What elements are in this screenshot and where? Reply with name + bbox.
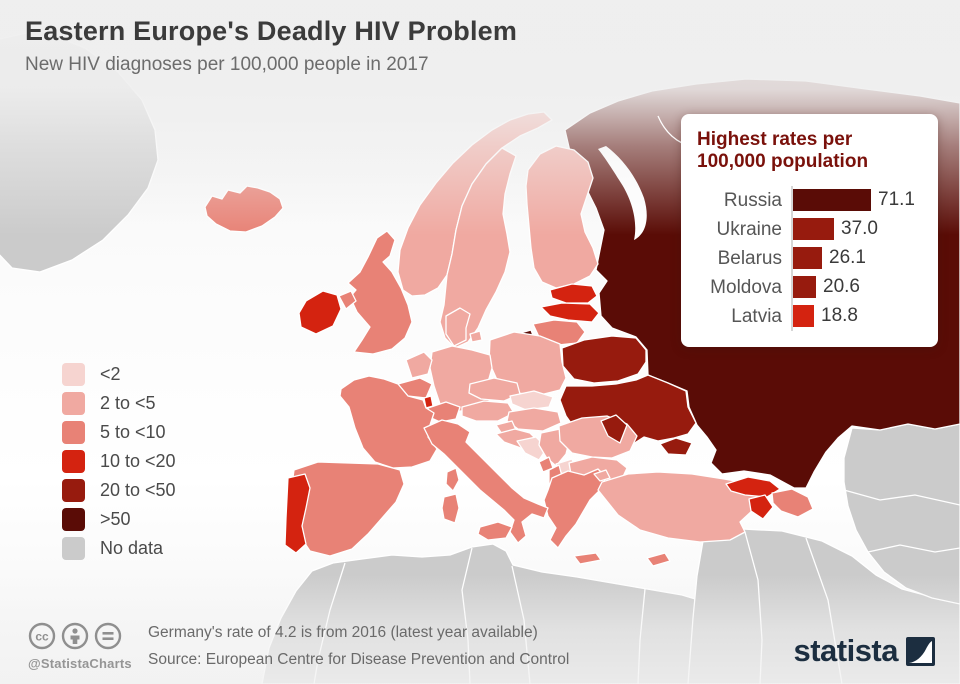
map-region-crimea bbox=[659, 437, 693, 456]
bar-value: 37.0 bbox=[841, 218, 878, 240]
callout-bar-row: Belarus 26.1 bbox=[697, 243, 922, 273]
callout-title-line1: Highest rates per bbox=[697, 129, 853, 150]
map-region-denmark bbox=[445, 307, 471, 347]
footer: cc @StatistaCharts Germany's rate of 4.2… bbox=[28, 622, 569, 671]
statista-brand: statista bbox=[793, 633, 935, 669]
bar-belarus bbox=[793, 247, 822, 270]
bar-value: 71.1 bbox=[878, 189, 915, 211]
source-line: Source: European Centre for Disease Prev… bbox=[148, 650, 570, 668]
map-region-crete bbox=[573, 552, 602, 565]
statista-wordmark: statista bbox=[793, 633, 898, 668]
attribution-icon bbox=[61, 622, 89, 650]
bar-russia bbox=[793, 189, 871, 212]
legend-label: 20 to <50 bbox=[100, 480, 176, 500]
map-region-belarus bbox=[561, 335, 647, 384]
map-region-sicily bbox=[477, 521, 513, 541]
bar-cell: 26.1 bbox=[791, 243, 922, 273]
legend-swatch bbox=[62, 363, 85, 386]
footer-notes: Germany's rate of 4.2 is from 2016 (late… bbox=[148, 622, 569, 671]
bar-value: 26.1 bbox=[829, 247, 866, 269]
legend-item: <2 bbox=[62, 360, 176, 389]
legend-swatch bbox=[62, 392, 85, 415]
bar-country-label: Ukraine bbox=[716, 218, 782, 240]
callout-bar-row: Ukraine 37.0 bbox=[697, 214, 922, 244]
callout-bar-row: Russia 71.1 bbox=[697, 185, 922, 215]
legend-label: 2 to <5 bbox=[100, 393, 156, 413]
map-region-sardinia bbox=[441, 493, 460, 524]
map-region-ireland bbox=[298, 290, 342, 335]
bar-moldova bbox=[793, 276, 816, 299]
bar-ukraine bbox=[793, 218, 834, 241]
bar-cell: 20.6 bbox=[791, 272, 922, 302]
legend-item: No data bbox=[62, 534, 176, 563]
legend-swatch bbox=[62, 537, 85, 560]
legend-swatch bbox=[62, 479, 85, 502]
bottom-fade bbox=[0, 575, 960, 684]
map-region-turkey bbox=[597, 471, 763, 543]
highest-rates-callout: Highest rates per 100,000 population Rus… bbox=[681, 114, 938, 347]
bar-value: 20.6 bbox=[823, 276, 860, 298]
legend-item: 20 to <50 bbox=[62, 476, 176, 505]
bar-country-label: Russia bbox=[723, 189, 782, 211]
page-subtitle: New HIV diagnoses per 100,000 people in … bbox=[25, 54, 429, 75]
bar-cell: 18.8 bbox=[791, 301, 922, 331]
callout-title: Highest rates per 100,000 population bbox=[697, 129, 922, 174]
svg-text:cc: cc bbox=[35, 630, 49, 644]
bar-latvia bbox=[793, 305, 814, 328]
bar-cell: 71.1 bbox=[791, 185, 922, 215]
legend-item: 2 to <5 bbox=[62, 389, 176, 418]
legend-label: No data bbox=[100, 538, 164, 558]
title-block: Eastern Europe's Deadly HIV Problem New … bbox=[25, 16, 517, 76]
map-region-corsica bbox=[445, 467, 460, 492]
bar-country-label: Belarus bbox=[717, 247, 782, 269]
map-region-cyprus bbox=[646, 552, 671, 567]
page-title: Eastern Europe's Deadly HIV Problem bbox=[25, 16, 518, 46]
cc-license-block: cc @StatistaCharts bbox=[28, 622, 140, 671]
statista-charts-handle: @StatistaCharts bbox=[28, 656, 132, 671]
legend-label: <2 bbox=[100, 364, 121, 384]
map-region-azerbaijan bbox=[771, 488, 814, 518]
map-region-latvia bbox=[540, 302, 600, 323]
legend-item: 5 to <10 bbox=[62, 418, 176, 447]
no-derivatives-icon bbox=[94, 622, 122, 650]
map-region-estonia bbox=[549, 283, 598, 304]
map-region-netherlands bbox=[405, 351, 433, 379]
border-uzbekistan-turkmenistan bbox=[867, 544, 960, 553]
legend-item: 10 to <20 bbox=[62, 447, 176, 476]
map-legend: <2 2 to <5 5 to <10 10 to <20 20 to <50 … bbox=[62, 360, 176, 563]
footnote: Germany's rate of 4.2 is from 2016 (late… bbox=[148, 624, 538, 641]
legend-swatch bbox=[62, 421, 85, 444]
legend-item: >50 bbox=[62, 505, 176, 534]
callout-bar-row: Latvia 18.8 bbox=[697, 301, 922, 331]
bar-cell: 37.0 bbox=[791, 214, 922, 244]
bar-country-label: Moldova bbox=[710, 276, 782, 298]
map-region-armenia bbox=[748, 494, 774, 520]
border-kazakhstan-uzbekistan bbox=[843, 489, 960, 506]
map-region-slovakia bbox=[509, 390, 554, 411]
map-region-portugal bbox=[284, 473, 311, 554]
map-region-moldova bbox=[600, 414, 628, 444]
map-region-austria bbox=[461, 400, 515, 422]
callout-leader-line bbox=[657, 115, 683, 144]
legend-label: 10 to <20 bbox=[100, 451, 176, 471]
callout-title-line2: 100,000 population bbox=[697, 151, 869, 173]
map-region-united-kingdom bbox=[347, 230, 413, 355]
bar-country-label: Latvia bbox=[731, 305, 782, 327]
map-region-denmark-islands bbox=[469, 330, 483, 343]
legend-swatch bbox=[62, 508, 85, 531]
legend-label: >50 bbox=[100, 509, 131, 529]
legend-swatch bbox=[62, 450, 85, 473]
map-region-turkey-thrace bbox=[593, 469, 611, 482]
legend-label: 5 to <10 bbox=[100, 422, 166, 442]
statista-logo-mark bbox=[906, 636, 935, 666]
cc-icon: cc bbox=[28, 622, 56, 650]
map-region-italy bbox=[423, 419, 549, 544]
map-region-northern-ireland bbox=[338, 290, 357, 310]
bar-value: 18.8 bbox=[821, 305, 858, 327]
cc-icons: cc bbox=[28, 622, 140, 650]
callout-bar-row: Moldova 20.6 bbox=[697, 272, 922, 302]
